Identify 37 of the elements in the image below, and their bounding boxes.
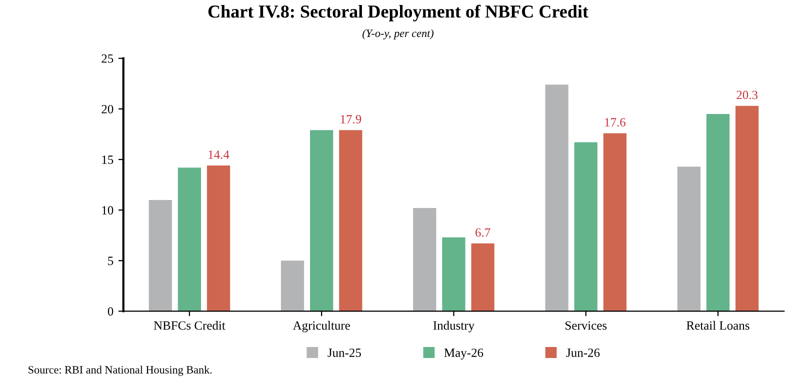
x-tick-label: Services — [566, 321, 607, 330]
y-tick-label: 0 — [108, 307, 114, 316]
bar — [677, 166, 700, 312]
bar — [206, 166, 230, 312]
data-label: 17.6 — [605, 118, 626, 127]
x-tick-label: Industry — [433, 320, 475, 332]
bar — [310, 130, 334, 312]
chart-subtitle: (Y-o-y, per cent) — [362, 29, 434, 40]
bar — [736, 106, 759, 312]
bar — [574, 142, 598, 312]
bar — [413, 208, 436, 312]
data-label: 20.3 — [736, 90, 758, 100]
bar — [442, 237, 466, 312]
bar — [280, 260, 304, 312]
bar — [471, 243, 494, 312]
y-tick-label: 20 — [102, 104, 114, 114]
legend-label: May-26 — [444, 348, 484, 360]
bar — [178, 168, 202, 312]
x-tick-label: Retail Loans — [686, 320, 750, 330]
y-tick-label: 10 — [102, 206, 114, 215]
y-tick-label: 25 — [102, 54, 114, 63]
data-label: 14.4 — [208, 150, 230, 159]
bar — [148, 200, 172, 312]
legend-label: Jun-25 — [328, 348, 361, 357]
x-tick-label: Agriculture — [292, 320, 350, 332]
y-tick-label: 15 — [102, 156, 114, 164]
data-label: 6.7 — [476, 228, 490, 237]
legend-label: Jun-26 — [566, 348, 600, 357]
bar — [545, 84, 568, 312]
source-note: Source: RBI and National Housing Bank. — [28, 366, 212, 376]
bar — [339, 130, 362, 312]
chart-title: Chart IV.8: Sectoral Deployment of NBFC Credit — [208, 4, 588, 22]
bar — [706, 114, 730, 312]
bar — [603, 133, 626, 312]
y-tick-label: 5 — [108, 256, 114, 266]
data-label: 17.9 — [340, 115, 362, 124]
x-tick-label: NBFCs Credit — [154, 320, 226, 330]
